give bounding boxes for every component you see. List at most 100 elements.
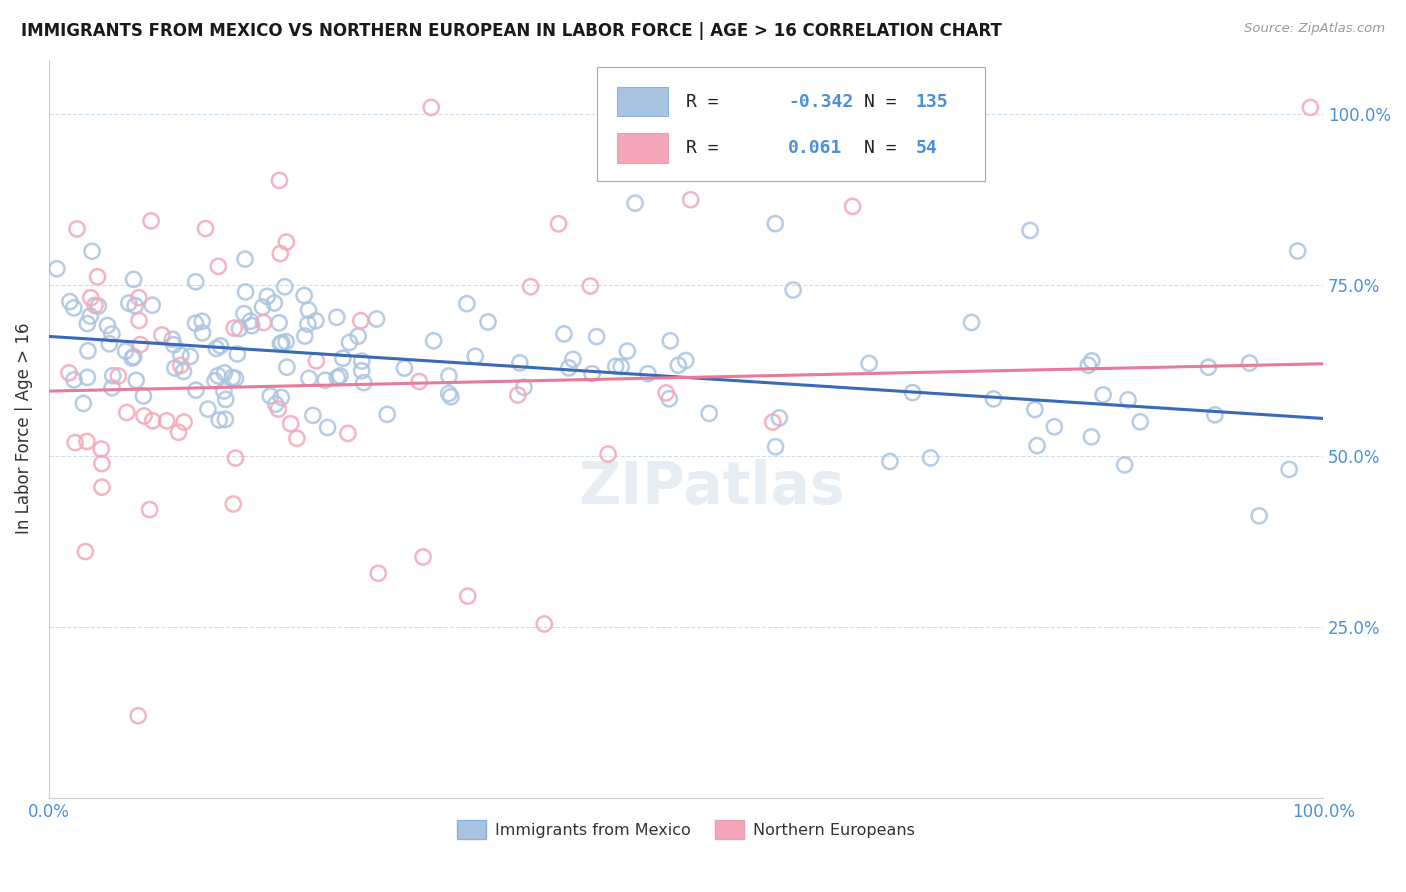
Point [464, 349, 486, 363]
Point [1114, 458, 1136, 472]
Point [63, 435, 86, 450]
Point [205, 342, 228, 356]
Text: N =: N = [865, 139, 897, 157]
Point [209, 339, 232, 353]
Point [666, 358, 689, 372]
Point [128, 313, 150, 327]
Point [184, 383, 207, 397]
Point [142, 414, 165, 428]
Point [280, 417, 302, 431]
Point [121, 351, 143, 365]
Point [115, 405, 138, 419]
Point [960, 316, 983, 330]
Point [456, 296, 478, 310]
Point [336, 426, 359, 441]
Point [45, 261, 67, 276]
Text: 135: 135 [915, 93, 948, 111]
Point [215, 392, 238, 407]
Point [292, 288, 315, 302]
Point [76, 370, 98, 384]
Point [297, 317, 319, 331]
Point [655, 385, 678, 400]
Point [1286, 244, 1309, 258]
Point [270, 391, 292, 405]
Point [270, 335, 292, 350]
Point [394, 361, 416, 376]
Point [350, 364, 373, 378]
Point [305, 353, 328, 368]
Point [1077, 358, 1099, 372]
Point [207, 260, 229, 274]
Y-axis label: In Labor Force | Age > 16: In Labor Force | Age > 16 [15, 323, 32, 534]
Point [86, 269, 108, 284]
Point [173, 364, 195, 378]
Point [163, 338, 186, 352]
Point [235, 285, 257, 299]
Point [1129, 415, 1152, 429]
Point [132, 409, 155, 423]
Point [1249, 508, 1271, 523]
Text: ZIPatlas: ZIPatlas [578, 459, 845, 516]
Point [509, 356, 531, 370]
Point [125, 373, 148, 387]
Point [225, 450, 247, 465]
Point [127, 708, 149, 723]
Point [1239, 356, 1261, 370]
Point [440, 390, 463, 404]
Point [408, 375, 430, 389]
Point [302, 409, 325, 423]
Point [1080, 430, 1102, 444]
Point [114, 344, 136, 359]
Point [90, 457, 112, 471]
Point [276, 360, 298, 375]
Point [513, 380, 536, 394]
Point [562, 352, 585, 367]
Point [207, 368, 229, 383]
Point [239, 314, 262, 328]
Point [66, 222, 89, 236]
Point [285, 431, 308, 445]
Point [768, 410, 790, 425]
Point [252, 300, 274, 314]
Point [879, 454, 901, 468]
Point [422, 334, 444, 348]
Point [658, 392, 681, 406]
Point [901, 385, 924, 400]
Point [259, 389, 281, 403]
Point [558, 360, 581, 375]
Point [170, 359, 193, 373]
Point [179, 350, 201, 364]
Point [122, 350, 145, 364]
Point [58, 366, 80, 380]
Point [167, 425, 190, 440]
Point [269, 246, 291, 260]
Point [184, 275, 207, 289]
Point [437, 369, 460, 384]
Point [920, 450, 942, 465]
Point [124, 299, 146, 313]
Point [276, 235, 298, 249]
Point [679, 193, 702, 207]
Point [87, 299, 110, 313]
FancyBboxPatch shape [598, 67, 986, 181]
Point [132, 389, 155, 403]
Point [697, 406, 720, 420]
Point [294, 329, 316, 343]
Point [581, 367, 603, 381]
Point [519, 279, 541, 293]
Point [90, 442, 112, 456]
Point [212, 384, 235, 398]
Point [191, 326, 214, 340]
Point [763, 217, 786, 231]
Point [170, 348, 193, 362]
Point [366, 312, 388, 326]
Text: 0.061: 0.061 [787, 139, 842, 157]
Point [506, 388, 529, 402]
Point [163, 361, 186, 376]
Point [139, 214, 162, 228]
Point [316, 420, 339, 434]
Point [477, 315, 499, 329]
Point [224, 321, 246, 335]
Point [101, 368, 124, 383]
Point [579, 279, 602, 293]
